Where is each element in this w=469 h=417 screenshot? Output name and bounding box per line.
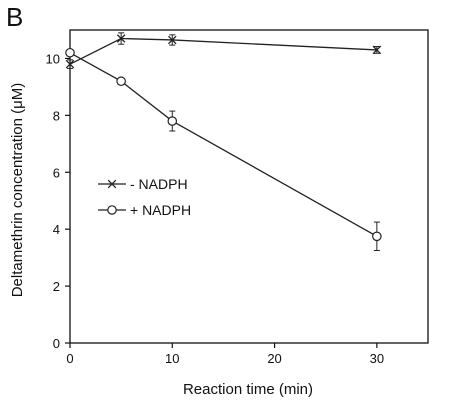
data-point [168,35,177,45]
x-tick-label: 20 [267,351,281,366]
series-minus-nadph [65,32,382,69]
legend-marker [107,179,117,189]
y-tick-label: 10 [46,51,60,66]
data-point [167,116,178,126]
legend: - NADPH + NADPH [98,176,191,218]
plot-frame [69,29,429,344]
series-layer [65,32,382,252]
x-tick-label: 0 [66,351,73,366]
y-tick-label: 4 [53,222,60,237]
y-tick-label: 0 [53,336,60,351]
data-point-stroke [116,34,126,43]
y-axis-title: Deltamethrin concentration (μM) [9,83,26,298]
data-point-stroke [65,59,75,69]
legend-item: + NADPH [98,202,191,218]
legend-marker-stroke [107,179,117,189]
legend-item: - NADPH [98,176,188,192]
series-line [69,37,377,65]
panel-label: B [6,2,23,32]
axes-layer: 0 10 20 30 0 2 4 6 8 10 [46,29,429,366]
series-plus-nadph [65,47,382,252]
data-point [65,59,75,69]
data-point [65,47,75,58]
data-point [116,34,126,43]
data-point [116,76,126,87]
data-point-stroke [372,45,382,55]
legend-label: - NADPH [130,176,188,192]
data-point [372,45,382,55]
data-point [372,231,382,242]
x-tick-label: 30 [370,351,384,366]
y-tick-label: 6 [53,165,60,180]
legend-label: + NADPH [130,202,191,218]
x-tick-label: 10 [165,351,179,366]
y-tick-label: 2 [53,279,60,294]
data-point-stroke [168,35,177,45]
legend-marker [107,205,117,215]
series-line [69,52,378,237]
y-tick-label: 8 [53,108,60,123]
x-axis-title: Reaction time (min) [183,381,313,398]
